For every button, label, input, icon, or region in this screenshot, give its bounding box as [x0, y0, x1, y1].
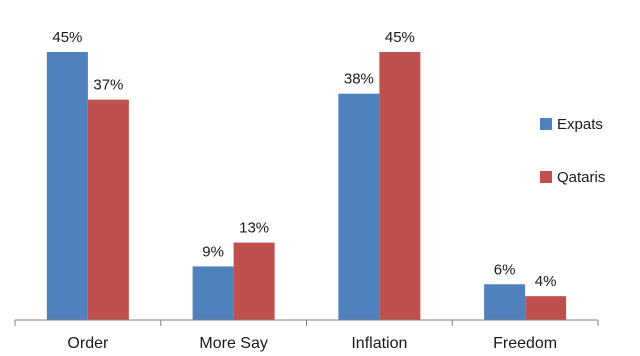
legend-label-qataris: Qataris [557, 169, 605, 186]
bar-qataris [233, 242, 275, 320]
x-axis-ticks [14, 320, 599, 326]
bar-qataris [525, 296, 567, 320]
value-label-expats: 38% [344, 71, 374, 88]
legend-swatch-expats [540, 118, 552, 130]
bar-expats [484, 284, 526, 320]
legend-label-expats: Expats [557, 116, 603, 133]
value-label-qataris: 4% [535, 273, 557, 290]
value-label-qataris: 37% [93, 77, 123, 94]
bars-layer [46, 52, 567, 321]
category-label: Inflation [351, 335, 407, 352]
value-label-qataris: 45% [385, 29, 415, 46]
category-label: Order [67, 335, 109, 352]
bar-qataris [87, 99, 129, 321]
bar-expats [192, 266, 234, 320]
value-label-expats: 45% [52, 29, 82, 46]
bar-qataris [379, 52, 421, 320]
category-label: More Say [199, 335, 267, 352]
bar-expats [46, 52, 88, 320]
bar-expats [338, 93, 380, 320]
category-labels-layer: Order More Say Inflation Freedom [67, 335, 557, 352]
legend: Expats Qataris [540, 116, 605, 186]
value-labels-layer: 45% 37% 9% 13% 38% 45% 6% 4% [52, 29, 556, 290]
legend-swatch-qataris [540, 171, 552, 183]
value-label-expats: 9% [202, 243, 224, 260]
value-label-expats: 6% [494, 261, 516, 278]
value-label-qataris: 13% [239, 220, 269, 237]
category-label: Freedom [493, 335, 557, 352]
